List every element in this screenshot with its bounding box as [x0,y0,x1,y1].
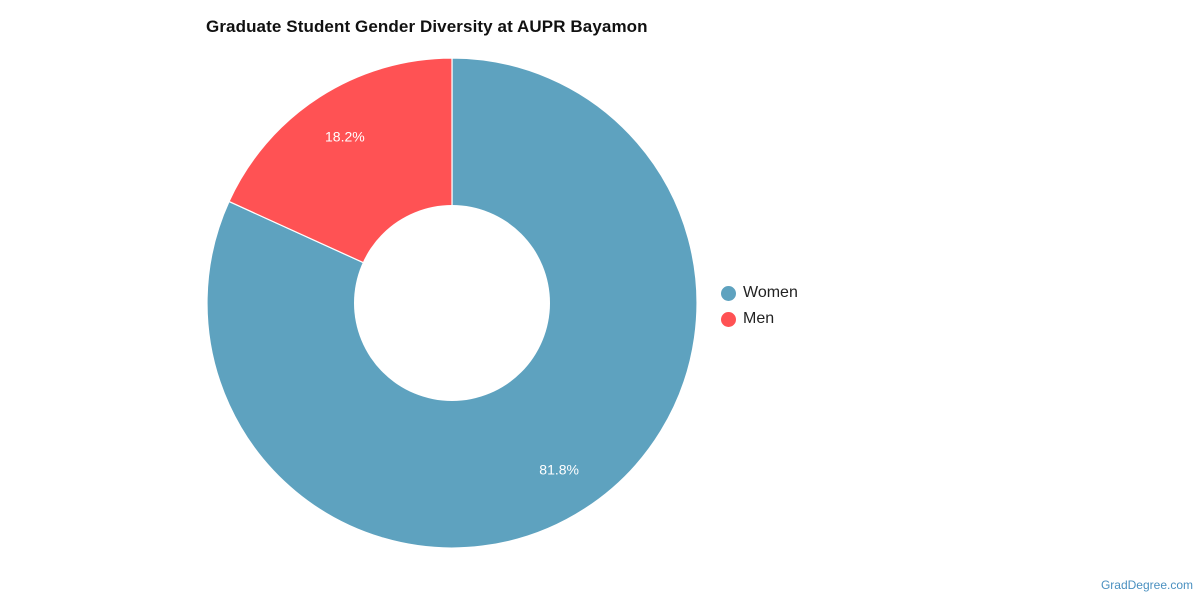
legend-swatch-men [721,311,736,327]
legend: Women Men [721,280,798,332]
watermark[interactable]: GradDegree.com [1100,578,1193,592]
donut-hole [354,205,550,401]
legend-item-men[interactable]: Men [721,306,798,332]
legend-label-women: Women [743,284,798,301]
slice-labels: 81.8% 18.2% [325,128,579,477]
slice-label-women: 81.8% [539,462,579,478]
slice-label-men: 18.2% [325,128,365,144]
legend-label-men: Men [743,310,775,327]
legend-swatch-women [721,285,736,301]
legend-item-women[interactable]: Women [721,280,798,306]
slice-women[interactable] [206,57,698,549]
chart-title: Graduate Student Gender Diversity at AUP… [206,17,648,36]
